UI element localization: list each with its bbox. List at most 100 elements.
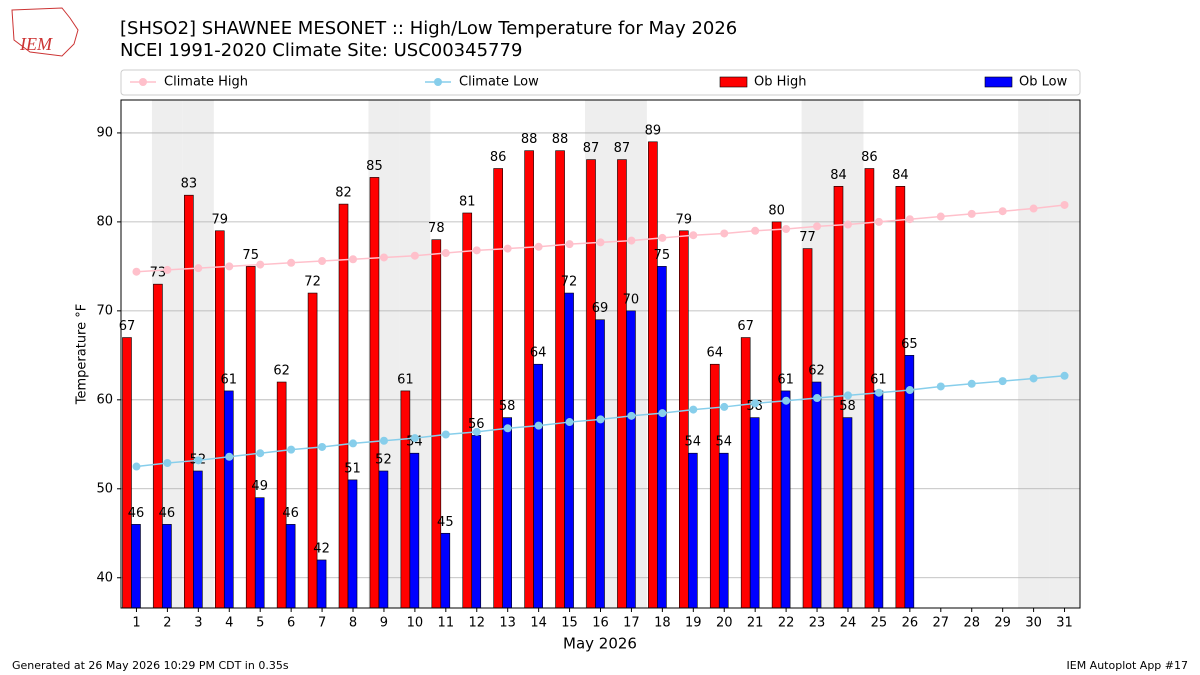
climate-marker <box>410 434 419 443</box>
footer-right: IEM Autoplot App #17 <box>1067 659 1189 672</box>
data-label: 54 <box>715 435 732 450</box>
climate-marker <box>967 379 976 388</box>
bar <box>316 559 327 609</box>
data-label: 88 <box>552 132 569 147</box>
bar <box>864 168 875 609</box>
data-label: 61 <box>777 372 794 387</box>
climate-marker <box>472 246 481 255</box>
climate-marker <box>998 377 1007 386</box>
climate-marker <box>349 255 358 264</box>
data-label: 49 <box>251 479 268 494</box>
data-label: 70 <box>623 292 640 307</box>
bar <box>471 435 482 609</box>
data-label: 72 <box>561 275 578 290</box>
climate-marker <box>658 409 667 418</box>
footer-left: Generated at 26 May 2026 10:29 PM CDT in… <box>12 659 289 672</box>
climate-marker <box>658 233 667 242</box>
y-axis-label: Temperature °F <box>75 304 90 405</box>
data-label: 56 <box>468 417 485 432</box>
bar <box>533 363 543 609</box>
x-tick-label: 2 <box>163 616 171 631</box>
legend-swatch <box>719 76 748 88</box>
climate-marker <box>379 436 388 445</box>
bar <box>709 363 720 609</box>
x-tick-label: 18 <box>654 616 671 631</box>
climate-marker <box>441 249 450 258</box>
climate-marker <box>318 442 327 451</box>
climate-marker <box>318 257 327 266</box>
data-label: 62 <box>273 364 290 379</box>
bar <box>749 417 760 609</box>
data-label: 86 <box>861 150 878 165</box>
x-tick-label: 28 <box>963 616 980 631</box>
x-tick-label: 22 <box>778 616 795 631</box>
y-tick-label: 70 <box>96 303 113 318</box>
climate-marker <box>256 260 265 269</box>
legend-swatch <box>984 76 1013 88</box>
climate-marker <box>720 402 729 411</box>
x-tick-label: 27 <box>933 616 950 631</box>
bar <box>462 212 473 609</box>
x-tick-label: 24 <box>840 616 857 631</box>
x-tick-label: 10 <box>407 616 424 631</box>
y-tick-label: 60 <box>96 392 113 407</box>
bar <box>586 159 596 609</box>
climate-marker <box>534 421 543 430</box>
climate-marker <box>874 217 883 226</box>
x-tick-label: 12 <box>468 616 485 631</box>
bar <box>369 177 380 609</box>
x-tick-label: 9 <box>380 616 388 631</box>
bar <box>771 221 782 609</box>
bar <box>688 452 698 609</box>
climate-marker <box>936 382 945 391</box>
climate-marker <box>349 439 358 448</box>
data-label: 58 <box>839 399 856 414</box>
bar <box>718 452 729 609</box>
bar <box>873 390 884 609</box>
data-label: 79 <box>676 212 693 227</box>
data-label: 78 <box>428 221 445 236</box>
legend-marker <box>434 78 442 86</box>
bar <box>307 292 318 609</box>
climate-marker <box>843 220 852 229</box>
climate-marker <box>967 209 976 218</box>
x-tick-label: 11 <box>438 616 455 631</box>
climate-marker <box>998 207 1007 216</box>
data-label: 46 <box>282 506 299 521</box>
weekend-shade <box>1049 100 1080 608</box>
data-label: 61 <box>221 372 238 387</box>
bar <box>162 524 172 609</box>
data-label: 72 <box>304 275 321 290</box>
climate-marker <box>225 262 234 271</box>
bar <box>524 150 534 609</box>
climate-marker <box>194 456 203 465</box>
data-label: 75 <box>654 248 671 263</box>
legend-marker <box>139 78 147 86</box>
climate-marker <box>503 244 512 253</box>
data-label: 65 <box>901 337 918 352</box>
climate-marker <box>627 236 636 245</box>
bar <box>802 248 813 609</box>
chart-subtitle: NCEI 1991-2020 Climate Site: USC00345779 <box>120 40 522 61</box>
data-label: 87 <box>583 141 600 156</box>
climate-marker <box>379 253 388 262</box>
y-tick-label: 50 <box>96 481 113 496</box>
bar <box>214 230 225 609</box>
data-label: 84 <box>830 168 847 183</box>
climate-marker <box>782 396 791 405</box>
data-label: 88 <box>521 132 538 147</box>
data-label: 64 <box>530 346 547 361</box>
bar <box>679 230 689 609</box>
data-label: 75 <box>242 248 259 263</box>
weekend-shade <box>1018 100 1050 608</box>
data-label: 83 <box>181 177 198 192</box>
climate-marker <box>596 238 605 247</box>
x-tick-label: 5 <box>256 616 264 631</box>
climate-marker <box>782 225 791 234</box>
data-label: 61 <box>870 372 887 387</box>
climate-marker <box>472 427 481 436</box>
data-label: 89 <box>645 123 662 138</box>
x-tick-label: 20 <box>716 616 733 631</box>
data-label: 45 <box>437 515 454 530</box>
